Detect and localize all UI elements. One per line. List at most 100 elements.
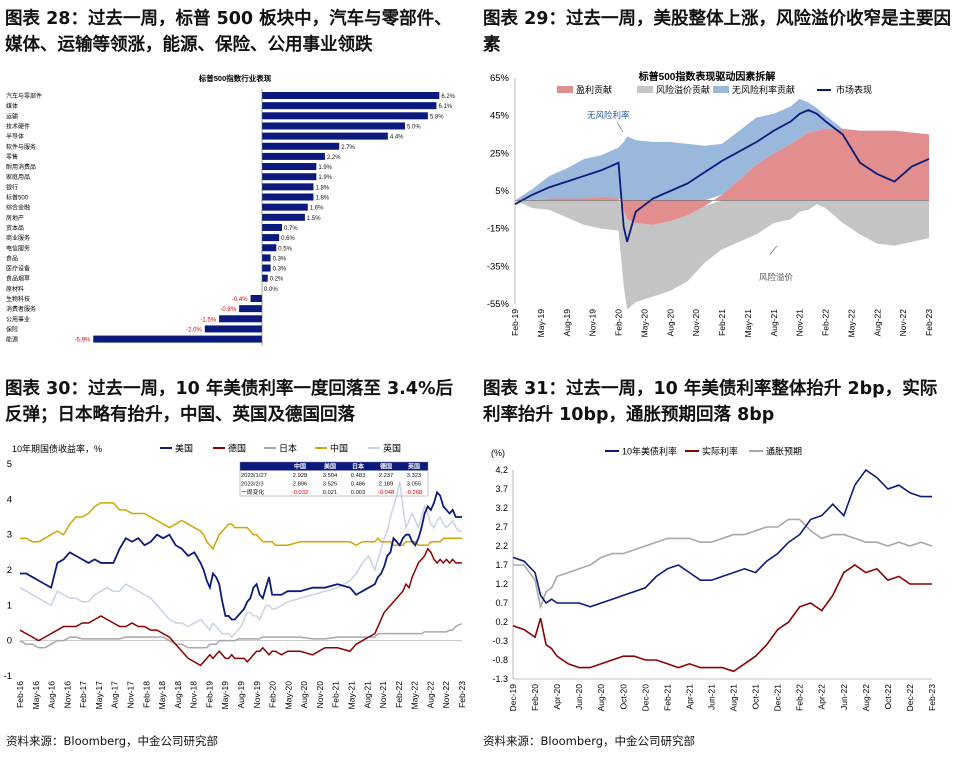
bar-12 (262, 213, 305, 221)
line-1 (19, 547, 462, 667)
x-tick-17: May-20 (283, 681, 293, 710)
bar-11 (262, 203, 308, 211)
table-cell-2-0: 一周变化 (241, 488, 264, 496)
y-tick-2: 3.2 (495, 503, 508, 513)
x-tick-5: May-17 (94, 681, 104, 710)
legend-label-2: 日本 (279, 443, 297, 454)
x-tick-22: Aug-21 (362, 681, 372, 709)
category-label-3: 技术硬件 (6, 122, 30, 130)
legend-label-1: 实际利率 (702, 446, 738, 457)
x-tick-2: Aug-16 (47, 681, 57, 709)
source-note-right: 资料来源：Bloomberg，中金公司研究部 (483, 734, 696, 748)
table-header-cell-3 (344, 462, 372, 471)
line-2 (513, 518, 933, 610)
table-header-2: 美国 (323, 463, 336, 471)
y-tick-11: -1.3 (492, 674, 508, 684)
table-header-4: 德国 (379, 463, 392, 471)
y-tick-9: -0.3 (492, 636, 508, 646)
value-label-21: -0.8% (220, 307, 236, 313)
table-cell-1-0: 2023/2/3 (241, 482, 264, 488)
x-tick-0: Feb-16 (15, 681, 25, 708)
table-cell-2-3: 0.003 (351, 490, 366, 496)
x-tick-19: Nov-20 (315, 681, 325, 709)
category-label-18: 食品烟草 (6, 275, 30, 283)
category-label-17: 医疗设备 (6, 265, 30, 273)
chart-29-title: 图表 29：过去一周，美股整体上涨，风险溢价收窄是主要因素 (483, 9, 951, 55)
category-label-20: 生物科技 (6, 295, 30, 303)
bar-23 (204, 325, 262, 333)
x-tick-14: Apr-22 (817, 684, 827, 710)
table-cell-2-4: -0.048 (378, 490, 394, 496)
table-header-cell-5 (400, 462, 428, 471)
y-tick-1: 45% (490, 111, 510, 122)
table-header-5: 英国 (407, 463, 420, 471)
legend-label-0: 盈利贡献 (576, 84, 612, 95)
table-cell-0-1: 2.928 (293, 473, 308, 479)
y-tick-2: 25% (490, 148, 510, 159)
y-tick-5: 1.7 (495, 560, 508, 570)
x-tick-10: Aug-21 (769, 309, 779, 337)
category-label-2: 运输 (6, 112, 18, 120)
category-label-12: 房地产 (6, 214, 24, 222)
bar-24 (93, 335, 262, 343)
x-tick-14: Aug-19 (236, 681, 246, 709)
value-label-17: 0.3% (273, 267, 287, 273)
category-label-19: 原材料 (6, 285, 24, 293)
table-header-1: 中国 (294, 463, 306, 471)
x-tick-24: Feb-22 (394, 681, 404, 708)
table-cell-2-5: -0.268 (406, 490, 422, 496)
bar-10 (262, 193, 314, 201)
bar-14 (262, 234, 280, 242)
value-label-20: -0.4% (232, 297, 248, 303)
value-label-0: 6.2% (441, 94, 455, 100)
bar-1 (262, 102, 437, 110)
legend-label-2: 通胀预期 (766, 447, 802, 457)
legend-label-2: 无风险利率贡献 (732, 84, 795, 95)
x-tick-12: Feb-22 (821, 309, 831, 336)
table-header-cell-2 (316, 462, 344, 471)
bar-9 (262, 183, 314, 191)
x-tick-1: May-19 (536, 309, 546, 338)
chart-31-svg: (%) 10年美债利率 实际利率 通胀预期 4.2 3.7 3.2 2.7 2.2 1.7 1.2 0… (491, 446, 937, 712)
y-tick-4: 1 (7, 600, 12, 611)
category-label-0: 汽车与零部件 (6, 92, 42, 100)
x-tick-16: Feb-23 (924, 309, 934, 336)
category-label-23: 保险 (6, 325, 18, 333)
category-label-5: 软件与服务 (6, 143, 36, 151)
table-cell-1-2: 3.525 (323, 482, 338, 488)
annotation-risk-arrow (769, 245, 778, 255)
x-tick-8: Feb-21 (717, 309, 727, 336)
bar-17 (262, 264, 271, 272)
bar-20 (250, 295, 262, 302)
x-tick-12: Feb-19 (204, 681, 214, 708)
bar-0 (262, 92, 440, 99)
y-tick-4: -15% (487, 224, 510, 235)
bar-13 (262, 223, 283, 231)
line-0 (20, 490, 462, 621)
value-label-13: 0.7% (284, 226, 298, 232)
category-label-4: 半导体 (6, 133, 24, 141)
value-label-6: 2.2% (327, 155, 341, 161)
chart-30-title: 图表 30：过去一周，10 年美债利率一度回落至 3.4%后反弹；日本略有抬升，… (5, 379, 454, 425)
table-cell-0-4: 2.237 (379, 473, 394, 479)
line-2 (19, 622, 463, 649)
area-profit (515, 128, 929, 225)
category-label-11: 综合金融 (6, 204, 30, 212)
value-label-23: -2.0% (186, 327, 202, 333)
value-label-15: 0.5% (278, 246, 292, 252)
table-header-cell-4 (372, 462, 400, 471)
x-tick-18: Aug-20 (299, 681, 309, 709)
table-cell-0-5: 3.323 (407, 473, 422, 479)
source-note-left: 资料来源：Bloomberg，中金公司研究部 (6, 734, 219, 748)
x-tick-7: Feb-21 (662, 684, 672, 711)
x-tick-6: Aug-20 (665, 309, 675, 337)
table-cell-0-0: 2023/1/27 (241, 473, 267, 479)
y-tick-5: 0 (7, 636, 12, 647)
category-label-16: 食品 (6, 254, 18, 262)
table-header-3: 日本 (352, 463, 365, 471)
bar-3 (262, 122, 405, 130)
legend-label-0: 美国 (175, 443, 193, 454)
x-tick-3: Nov-16 (62, 681, 72, 709)
x-tick-5: Oct-20 (618, 684, 628, 710)
